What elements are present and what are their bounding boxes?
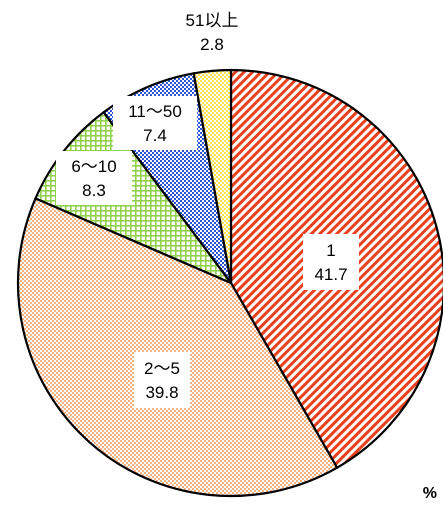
slice-label-background [56,151,132,205]
slice-label-1: 141.7 [303,234,359,290]
slice-value-label: 41.7 [314,265,347,284]
pie-slice-2 [16,197,339,498]
slice-value-label: 2.8 [200,35,224,54]
slice-value-label: 39.8 [145,383,178,402]
slice-category-label: 6～10 [71,157,116,176]
slice-label-3: 6～10 8.3 [56,151,132,205]
slice-label-2: 2～5 39.8 [134,352,190,408]
slice-label-background [303,234,359,290]
slice-value-label: 8.3 [82,181,106,200]
slice-value-label: 7.4 [143,126,167,145]
slice-category-label: 2～5 [144,359,180,378]
slice-category-label: 51以上 [186,11,239,30]
slice-label-background [134,352,190,408]
slice-category-label: 1 [326,241,335,260]
pie-slice-5 [192,68,233,285]
slice-category-label: 11～50 [128,102,182,121]
slice-label-4: 11～50 7.4 [113,96,197,150]
pie-slices [16,68,443,498]
unit-label: % [422,485,437,502]
slice-label-5: 51以上 2.8 [186,11,239,54]
slice-label-background [113,96,197,150]
